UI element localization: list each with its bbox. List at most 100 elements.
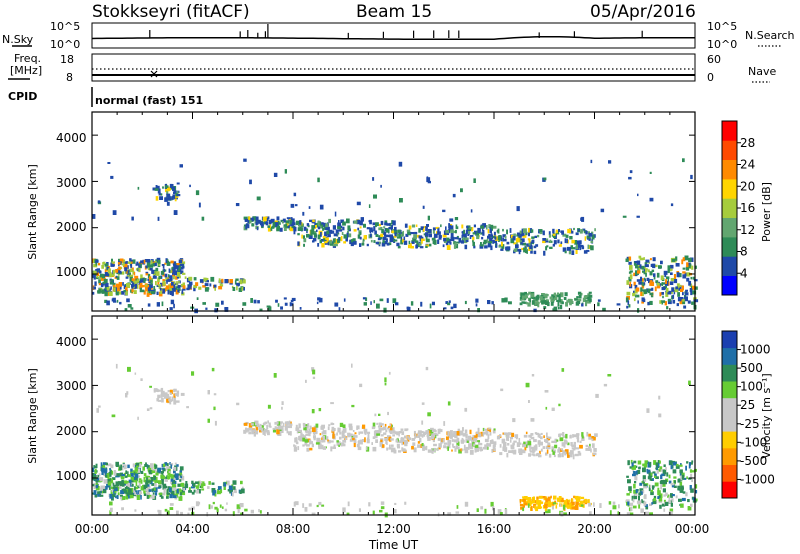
echo-cell: [138, 483, 141, 487]
echo-cell: [442, 244, 445, 248]
echo-cell: [147, 303, 151, 307]
echo-cell: [633, 281, 636, 286]
echo-cell: [663, 494, 666, 497]
echo-cell: [270, 226, 273, 231]
echo-cell: [445, 301, 448, 304]
echo-cell: [590, 240, 593, 244]
echo-cell: [177, 288, 181, 291]
echo-cell: [116, 276, 120, 280]
echo-cell: [477, 446, 480, 451]
echo-cell: [529, 298, 531, 303]
echo-cell: [156, 398, 159, 402]
echo-cell: [657, 496, 660, 499]
echo-cell: [140, 260, 143, 264]
echo-cell: [628, 276, 632, 282]
echo-cell: [358, 508, 361, 512]
echo-cell: [112, 482, 115, 486]
echo-cell: [462, 433, 466, 437]
echo-cell: [639, 257, 644, 261]
echo-cell: [107, 268, 111, 274]
echo-cell: [520, 292, 523, 297]
echo-cell: [130, 483, 132, 487]
echo-cell: [557, 292, 559, 295]
echo-cell: [400, 236, 403, 242]
echo-cell: [558, 452, 561, 456]
echo-cell: [116, 473, 120, 477]
velocity-colorbar-swatch: [722, 481, 737, 499]
echo-cell: [153, 466, 156, 470]
velocity-ytick-3000: 3000: [56, 379, 87, 393]
echo-cell: [293, 230, 296, 235]
echo-cell: [121, 482, 125, 487]
echo-cell: [259, 510, 262, 514]
echo-cell: [489, 432, 492, 436]
echo-cell: [138, 280, 142, 285]
echo-cell: [694, 299, 699, 303]
echo-cell: [259, 308, 263, 312]
echo-cell: [229, 489, 234, 494]
echo-cell: [130, 472, 134, 477]
velocity-colorbar-tick: 1000: [740, 343, 771, 357]
echo-cell: [506, 452, 509, 458]
echo-cell: [236, 286, 238, 291]
velocity-axis-ticks: [91, 316, 696, 515]
echo-cell: [448, 223, 450, 229]
echo-cell: [316, 504, 319, 508]
echo-cell: [628, 486, 632, 491]
echo-cell: [188, 276, 193, 281]
echo-cell: [93, 482, 96, 486]
echo-cell: [164, 393, 168, 399]
echo-cell: [460, 188, 463, 193]
echo-cell: [128, 479, 132, 484]
echo-cell: [544, 240, 549, 243]
echo-cell: [115, 275, 118, 278]
echo-cell: [127, 274, 130, 278]
echo-cell: [250, 509, 254, 514]
echo-cell: [315, 423, 319, 428]
echo-cell: [493, 231, 496, 236]
echo-cell: [560, 448, 564, 451]
echo-cell: [468, 443, 472, 448]
echo-cell: [664, 274, 667, 278]
echo-cell: [127, 304, 132, 308]
echo-cell: [309, 447, 313, 451]
echo-cell: [418, 242, 421, 247]
echo-cell: [503, 441, 507, 447]
echo-cell: [208, 481, 211, 485]
echo-cell: [642, 283, 645, 287]
echo-cell: [125, 291, 128, 296]
echo-cell: [658, 413, 662, 418]
echo-cell: [649, 171, 652, 174]
echo-cell: [166, 488, 169, 494]
echo-cell: [517, 236, 520, 239]
echo-cell: [535, 295, 540, 299]
echo-cell: [173, 469, 176, 474]
echo-cell: [691, 301, 695, 305]
echo-cell: [207, 390, 210, 395]
echo-cell: [421, 240, 423, 244]
echo-cell: [244, 508, 248, 512]
echo-cell: [214, 491, 217, 497]
echo-cell: [692, 290, 697, 295]
echo-cell: [173, 487, 177, 490]
echo-cell: [146, 261, 151, 266]
echo-cell: [347, 225, 351, 231]
echo-cell: [629, 265, 633, 268]
echo-cell: [168, 268, 171, 273]
echo-cell: [667, 298, 671, 302]
echo-cell: [385, 228, 390, 233]
echo-cell: [210, 276, 215, 282]
echo-cell: [465, 238, 469, 242]
echo-cell: [384, 222, 388, 226]
echo-cell: [585, 299, 589, 303]
echo-cell: [166, 190, 169, 196]
velocity-colorbar-swatch: [722, 464, 737, 482]
freq-strip: Freq. [MHz] 18 8 60 0 Nave: [8, 52, 776, 84]
echo-cell: [377, 425, 381, 428]
echo-cell: [416, 234, 420, 238]
echo-cell: [561, 368, 565, 372]
echo-cell: [373, 300, 375, 304]
echo-cell: [686, 277, 690, 282]
echo-cell: [657, 487, 660, 493]
echo-cell: [641, 301, 644, 304]
